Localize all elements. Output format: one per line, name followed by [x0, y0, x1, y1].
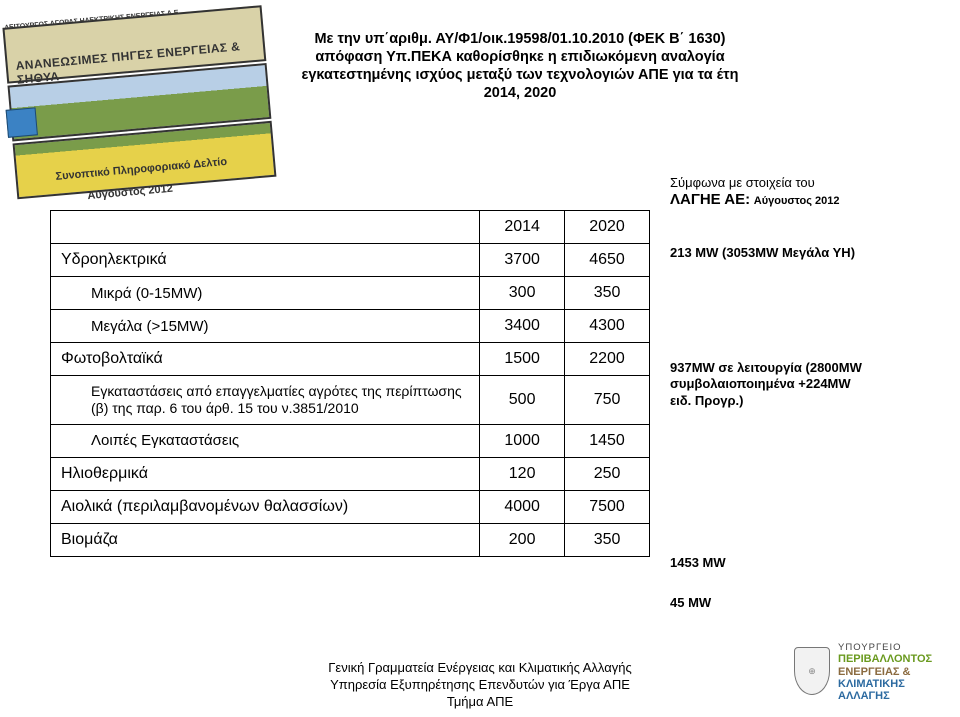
heading-line: 2014, 2020	[280, 84, 760, 102]
ministry-logo: ⊕ ΥΠΟΥΡΓΕΙΟ ΠΕΡΙΒΑΛΛΟΝΤΟΣ ΕΝΕΡΓΕΙΑΣ & ΚΛ…	[780, 643, 950, 711]
row-label: Μεγάλα (>15MW)	[51, 310, 480, 343]
row-label: Φωτοβολταϊκά	[51, 343, 480, 376]
row-label: Βιομάζα	[51, 523, 480, 556]
table-row: Μικρά (0-15MW) 300 350	[51, 277, 650, 310]
ministry-line: ΕΝΕΡΓΕΙΑΣ &	[838, 666, 950, 678]
table-row: Λοιπές Εγκαταστάσεις 1000 1450	[51, 424, 650, 457]
ministry-text: ΥΠΟΥΡΓΕΙΟ ΠΕΡΙΒΑΛΛΟΝΤΟΣ ΕΝΕΡΓΕΙΑΣ & ΚΛΙΜ…	[838, 643, 950, 702]
greek-emblem-icon: ⊕	[794, 647, 830, 695]
row-value: 4650	[565, 244, 650, 277]
anno-line: Σύμφωνα με στοιχεία του	[670, 175, 839, 191]
annotation-source: Σύμφωνα με στοιχεία του ΛΑΓΗΕ ΑΕ: Αύγουσ…	[670, 175, 839, 210]
heading-paragraph: Με την υπ΄αριθμ. ΑΥ/Φ1/οικ.19598/01.10.2…	[280, 30, 760, 103]
row-value: 1000	[480, 424, 565, 457]
row-label: Λοιπές Εγκαταστάσεις	[51, 424, 480, 457]
row-label: Ηλιοθερμικά	[51, 457, 480, 490]
anno-line: ΛΑΓΗΕ ΑΕ: Αύγουστος 2012	[670, 191, 839, 210]
heading-line: Με την υπ΄αριθμ. ΑΥ/Φ1/οικ.19598/01.10.2…	[280, 30, 760, 48]
table-row: Υδροηλεκτρικά 3700 4650	[51, 244, 650, 277]
anno-line: 937MW σε λειτουργία (2800MW	[670, 360, 920, 376]
table-row: Αιολικά (περιλαμβανομένων θαλασσίων) 400…	[51, 490, 650, 523]
ministry-line: ΚΛΙΜΑΤΙΚΗΣ	[838, 678, 950, 690]
annotation-pv: 937MW σε λειτουργία (2800MW συμβολαιοποι…	[670, 360, 920, 409]
row-value: 350	[565, 277, 650, 310]
anno-line: συμβολαιοποιημένα +224MW	[670, 376, 920, 392]
ministry-line: ΑΛΛΑΓΗΣ	[838, 690, 950, 702]
annotation-biomass: 45 MW	[670, 595, 711, 611]
annotation-hydro: 213 MW (3053MW Μεγάλα ΥΗ)	[670, 245, 855, 261]
row-value: 250	[565, 457, 650, 490]
capacity-table: 2014 2020 Υδροηλεκτρικά 3700 4650 Μικρά …	[50, 210, 650, 557]
page: ΛΕΙΤΟΥΡΓΟΣ ΑΓΟΡΑΣ ΗΛΕΚΤΡΙΚΗΣ ΕΝΕΡΓΕΙΑΣ Α…	[0, 0, 960, 717]
anno-line: ειδ. Προγρ.)	[670, 393, 920, 409]
row-label: Αιολικά (περιλαμβανομένων θαλασσίων)	[51, 490, 480, 523]
table-row: Ηλιοθερμικά 120 250	[51, 457, 650, 490]
header-blank	[51, 211, 480, 244]
row-value: 1450	[565, 424, 650, 457]
row-value: 4000	[480, 490, 565, 523]
table-row: Βιομάζα 200 350	[51, 523, 650, 556]
lagie-logo	[6, 107, 38, 138]
row-value: 200	[480, 523, 565, 556]
annotation-wind: 1453 MW	[670, 555, 726, 571]
row-value: 7500	[565, 490, 650, 523]
row-value: 2200	[565, 343, 650, 376]
row-value: 3700	[480, 244, 565, 277]
row-value: 3400	[480, 310, 565, 343]
table-row: Μεγάλα (>15MW) 3400 4300	[51, 310, 650, 343]
ministry-line: ΠΕΡΙΒΑΛΛΟΝΤΟΣ	[838, 653, 950, 665]
heading-line: απόφαση Υπ.ΠΕΚΑ καθορίσθηκε η επιδιωκόμε…	[280, 48, 760, 66]
table-row: Φωτοβολταϊκά 1500 2200	[51, 343, 650, 376]
row-value: 350	[565, 523, 650, 556]
table-header-row: 2014 2020	[51, 211, 650, 244]
anno-rest: Αύγουστος 2012	[754, 195, 840, 207]
heading-line: εγκατεστημένης ισχύος μεταξύ των τεχνολο…	[280, 66, 760, 84]
page-footer: Γενική Γραμματεία Ενέργειας και Κλιματικ…	[0, 660, 960, 711]
row-value: 4300	[565, 310, 650, 343]
header-year: 2014	[480, 211, 565, 244]
row-value: 500	[480, 376, 565, 425]
anno-strong: ΛΑΓΗΕ ΑΕ:	[670, 191, 750, 208]
row-label: Μικρά (0-15MW)	[51, 277, 480, 310]
row-value: 300	[480, 277, 565, 310]
ministry-line: ΥΠΟΥΡΓΕΙΟ	[838, 643, 950, 653]
table-row: Εγκαταστάσεις από επαγγελματίες αγρότες …	[51, 376, 650, 425]
row-value: 750	[565, 376, 650, 425]
row-value: 1500	[480, 343, 565, 376]
row-label: Υδροηλεκτρικά	[51, 244, 480, 277]
header-year: 2020	[565, 211, 650, 244]
row-label: Εγκαταστάσεις από επαγγελματίες αγρότες …	[51, 376, 480, 425]
row-value: 120	[480, 457, 565, 490]
